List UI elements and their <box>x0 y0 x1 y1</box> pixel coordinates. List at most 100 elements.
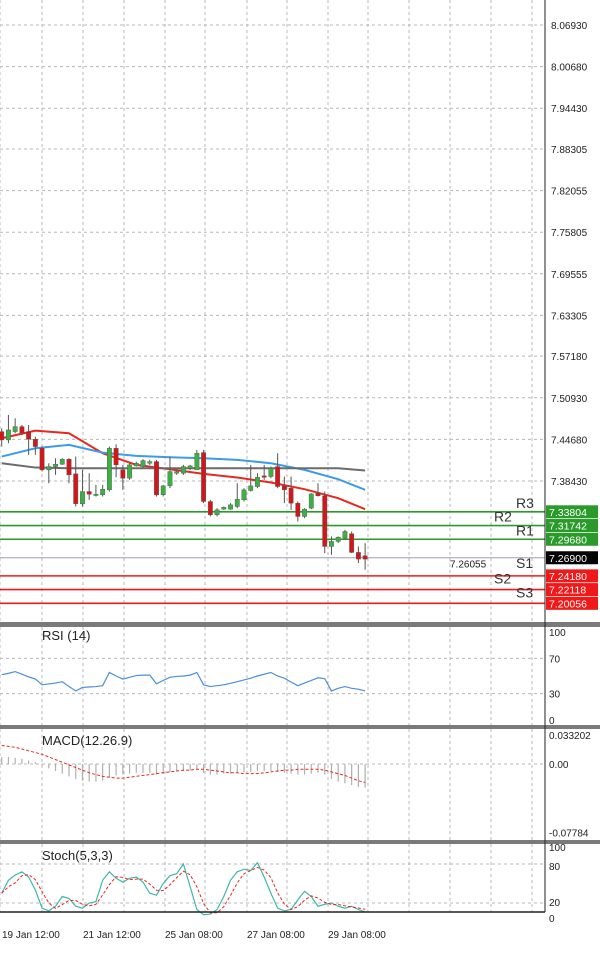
candle-bear <box>288 487 294 504</box>
panel-separator <box>0 840 600 844</box>
time-tick-label: 29 Jan 08:00 <box>328 930 386 941</box>
candle-bull <box>234 498 240 507</box>
candle-bull <box>127 464 132 479</box>
rsi-line <box>1 670 366 692</box>
stoch-tick-label: 20 <box>549 898 561 909</box>
candle-bull <box>221 506 227 510</box>
panel-separator <box>0 725 600 729</box>
macd-title: MACD(12.26.9) <box>42 733 132 748</box>
price-tag-s3 <box>546 596 598 610</box>
current-price-text: 7.26900 <box>549 553 587 565</box>
rsi-tick-label: 100 <box>549 628 566 639</box>
level-label-s3: S3 <box>516 584 533 600</box>
candle-bull <box>181 466 186 474</box>
candle-bear <box>275 466 281 487</box>
level-label-s2: S2 <box>494 571 511 587</box>
candle-bear <box>362 555 368 560</box>
price-tick-label: 7.88305 <box>551 145 588 156</box>
moving-averages <box>1 429 366 511</box>
candle-bear <box>19 426 25 434</box>
current-price-tag <box>546 551 598 565</box>
candle-bear <box>32 439 38 447</box>
rsi-tick-label: 70 <box>549 654 561 665</box>
candle-bull <box>255 477 260 487</box>
level-label-r3: R3 <box>516 495 534 511</box>
moving-average-line <box>1 429 366 511</box>
candle-bear <box>26 431 32 440</box>
price-tag-text: 7.33804 <box>549 507 587 519</box>
candle-bull <box>241 489 247 501</box>
candle-bull <box>53 464 58 467</box>
panel-separator <box>0 622 600 627</box>
candle-bull <box>228 504 233 510</box>
grid <box>0 0 545 912</box>
price-tick-label: 7.50930 <box>551 394 588 405</box>
price-tag-r2 <box>546 519 598 533</box>
candle-bull <box>80 491 85 505</box>
macd-signal-line <box>1 745 366 783</box>
candle-bull <box>140 460 146 467</box>
candle-bull <box>6 429 11 441</box>
price-tag-text: 7.31742 <box>549 521 587 533</box>
stoch-tick-label: 100 <box>549 843 566 854</box>
rsi-tick-label: 30 <box>549 690 561 701</box>
candle-bull <box>46 466 52 471</box>
candle-bull <box>329 541 334 547</box>
price-tick-label: 7.69555 <box>551 270 588 281</box>
price-tag-text: 7.24180 <box>549 571 587 583</box>
candle-bear <box>281 485 287 491</box>
macd-tick-label: -0.07784 <box>549 828 589 839</box>
candle-bull <box>106 448 112 491</box>
candle-bear <box>355 552 361 560</box>
candle-bear <box>349 533 355 553</box>
time-tick-label: 21 Jan 12:00 <box>83 930 141 941</box>
candle-bear <box>261 475 267 478</box>
price-tick-label: 7.38430 <box>551 477 588 488</box>
candle-bull <box>133 463 139 467</box>
candle-bear <box>66 459 72 476</box>
price-tag-r1 <box>546 532 598 546</box>
price-tag-s1 <box>546 569 598 583</box>
macd-tick-label: 0.033202 <box>549 731 591 742</box>
candle-bull <box>194 453 200 471</box>
price-tick-label: 7.57180 <box>551 352 588 363</box>
price-tick-label: 7.75805 <box>551 228 588 239</box>
price-tick-label: 7.26055 <box>450 559 487 570</box>
candle-bull <box>335 536 341 542</box>
candle-bear <box>315 492 321 497</box>
level-label-s1: S1 <box>516 555 533 571</box>
candle-bear <box>0 431 5 441</box>
candle-bear <box>86 491 92 495</box>
price-tag-text: 7.22118 <box>549 585 586 597</box>
candles <box>0 414 368 570</box>
stoch-title: Stoch(5,3,3) <box>42 848 113 863</box>
indicators <box>1 670 366 916</box>
candle-bull <box>308 493 314 509</box>
price-tag-text: 7.20056 <box>549 598 587 610</box>
candle-bull <box>93 493 99 496</box>
candle-bull <box>100 488 106 496</box>
candle-bull <box>342 531 348 539</box>
candle-bull <box>268 468 274 477</box>
candle-bear <box>39 448 45 471</box>
moving-average-line <box>1 462 366 472</box>
candle-bear <box>73 473 79 505</box>
candle-bull <box>160 485 166 496</box>
price-tick-label: 8.00680 <box>551 63 588 74</box>
macd-tick-label: 0.00 <box>549 760 569 771</box>
candle-bull <box>187 465 193 469</box>
level-label-r1: R1 <box>516 522 534 538</box>
time-tick-label: 25 Jan 08:00 <box>165 930 223 941</box>
candle-bull <box>167 471 173 487</box>
candle-bear <box>322 495 328 547</box>
candle-bear <box>295 502 301 517</box>
price-tag-r3 <box>546 505 598 519</box>
candle-bear <box>154 461 159 496</box>
price-tick-label: 8.06930 <box>551 21 588 32</box>
rsi-title: RSI (14) <box>42 628 90 643</box>
stoch-signal-line <box>1 866 366 914</box>
candle-bear <box>113 448 119 466</box>
time-tick-label: 19 Jan 12:00 <box>2 930 60 941</box>
